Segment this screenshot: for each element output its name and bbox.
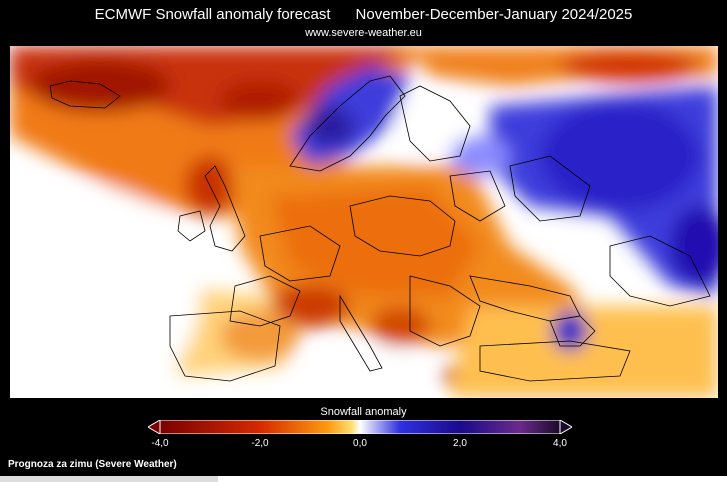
- anomaly-field: [10, 46, 718, 398]
- anomaly-map: [10, 46, 718, 398]
- image-caption: Prognoza za zimu (Severe Weather): [0, 455, 218, 477]
- legend-tick: 4,0: [553, 438, 567, 449]
- legend-tick: -4,0: [151, 438, 169, 449]
- coastlines: [49, 75, 711, 382]
- bottom-strip: [0, 476, 218, 482]
- bottom-strip-right: [218, 476, 727, 482]
- legend-tick: 2,0: [453, 438, 467, 449]
- source-url: www.severe-weather.eu: [305, 27, 422, 39]
- legend-tick: 0,0: [353, 438, 367, 449]
- legend-tick: -2,0: [251, 438, 269, 449]
- legend-title: Snowfall anomaly: [320, 406, 407, 418]
- legend-gradient: [159, 419, 561, 435]
- map-svg: [10, 46, 718, 398]
- legend-left-arrow: [147, 419, 161, 435]
- legend-right-arrow: [559, 419, 573, 435]
- color-legend: [147, 419, 573, 435]
- map-title: ECMWF Snowfall anomaly forecast November…: [94, 6, 633, 23]
